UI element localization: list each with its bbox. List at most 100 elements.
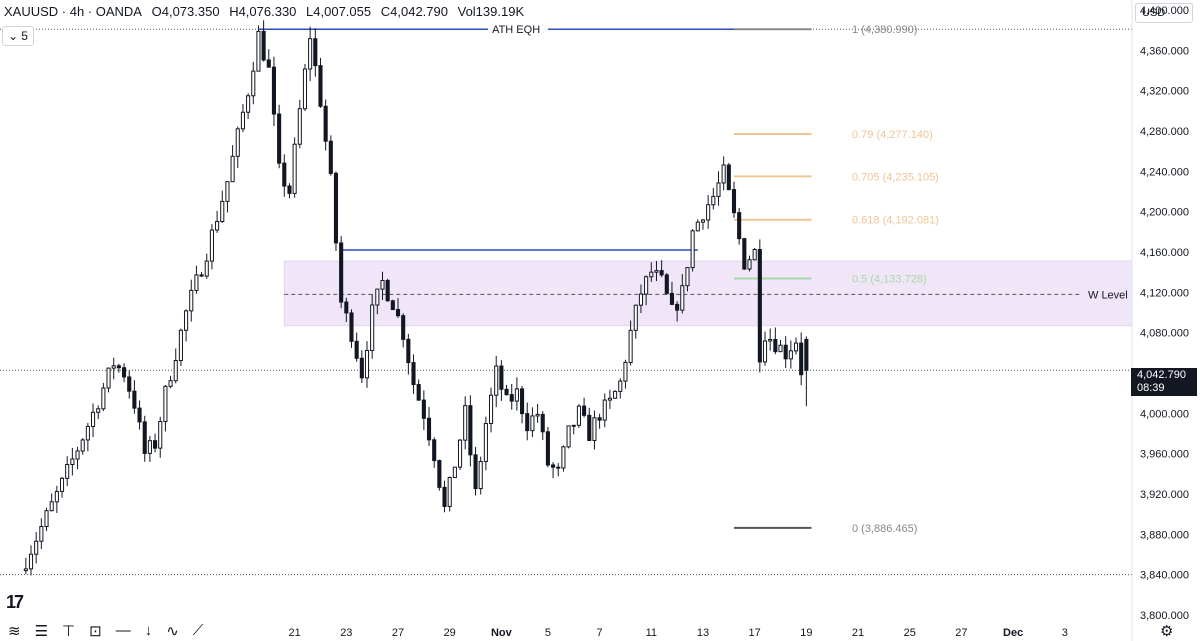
- candle-body: [576, 405, 581, 426]
- candle-body: [111, 365, 116, 369]
- candle-body: [473, 454, 478, 490]
- candle-body: [731, 189, 737, 214]
- candle-body: [726, 164, 731, 191]
- candle-body: [106, 367, 111, 389]
- time-tick-label: 13: [697, 627, 709, 639]
- candle-body: [421, 399, 426, 419]
- candle-body: [799, 342, 804, 376]
- fib-level-label: 1 (4,380.990): [852, 24, 917, 36]
- candle-body: [416, 384, 421, 401]
- candle-body: [194, 274, 199, 291]
- candle-body: [447, 476, 452, 507]
- candle-body: [147, 440, 152, 454]
- candle-body: [271, 66, 277, 115]
- arrow-marker-icon[interactable]: ↓: [144, 622, 153, 639]
- candle-body: [266, 59, 271, 68]
- candle-body: [44, 510, 49, 528]
- candle-body: [240, 111, 245, 130]
- candle-body: [28, 553, 34, 570]
- candle-body: [39, 526, 44, 542]
- countdown: 08:39: [1137, 382, 1165, 394]
- last-price-badge: 4,042.790 08:39: [1131, 368, 1197, 396]
- price-tick-label: 4,360.000: [1140, 45, 1189, 57]
- candle-body: [380, 279, 385, 290]
- brush-icon[interactable]: ∿: [166, 623, 179, 640]
- candle-body: [339, 242, 344, 303]
- candle-body: [716, 182, 721, 197]
- candle-body: [654, 270, 659, 273]
- pattern-icon[interactable]: ≋: [8, 623, 21, 640]
- time-tick-label: 29: [444, 627, 456, 639]
- candle-body: [618, 380, 623, 392]
- candle-body: [747, 259, 752, 270]
- candle-body: [664, 274, 669, 294]
- price-tick-label: 3,920.000: [1140, 489, 1189, 501]
- symbol-header: XAUUSD · 4h · OANDA O4,073.350 H4,076.33…: [4, 4, 530, 19]
- drawing-toolbar: ≋ ☰ ⊤ ⊡ — ↓ ∿ ⟋: [8, 622, 203, 640]
- candle-body: [788, 350, 793, 360]
- volume: Vol139.19K: [457, 4, 525, 19]
- currency-label: USD: [1142, 7, 1166, 19]
- candle-body: [137, 407, 142, 423]
- fib-icon[interactable]: ☰: [34, 623, 49, 640]
- candle-body: [499, 365, 504, 390]
- candle-body: [514, 388, 519, 402]
- candle-body: [364, 349, 370, 379]
- candle-body: [85, 425, 90, 441]
- candle-body: [178, 329, 183, 362]
- ohlc-close: C4,042.790: [380, 4, 448, 19]
- price-tick-label: 3,880.000: [1140, 529, 1189, 541]
- candle-body: [323, 105, 328, 142]
- candle-body: [804, 338, 809, 371]
- trend-line-icon[interactable]: ⟋: [192, 622, 204, 639]
- candle-body: [287, 185, 292, 194]
- candle-body: [375, 288, 380, 306]
- candle-body: [757, 249, 762, 363]
- candle-body: [65, 463, 70, 479]
- candle-body: [566, 425, 571, 448]
- candle-body: [313, 38, 318, 67]
- candle-body: [633, 304, 638, 331]
- candle-body: [96, 408, 101, 413]
- zone-layer: [283, 260, 1133, 327]
- candle-body: [49, 501, 54, 512]
- candle-body: [561, 446, 566, 469]
- candle-body: [318, 65, 323, 107]
- long-position-icon[interactable]: ⊡: [89, 623, 102, 640]
- currency-selector[interactable]: USD: [1135, 3, 1193, 23]
- candle-body: [328, 140, 333, 174]
- candle-body: [168, 380, 173, 387]
- candle-body: [354, 340, 359, 359]
- cross-line-icon[interactable]: ⊤: [62, 623, 76, 640]
- price-tick-label: 3,840.000: [1140, 570, 1189, 582]
- candle-body: [638, 293, 644, 306]
- candle-body: [308, 38, 313, 70]
- candle-body: [184, 310, 189, 331]
- tradingview-logo-icon[interactable]: 17: [6, 592, 24, 612]
- price-tick-label: 3,960.000: [1140, 449, 1189, 461]
- candle-body: [504, 388, 509, 396]
- symbol-title[interactable]: XAUUSD · 4h · OANDA: [4, 4, 142, 19]
- horizontal-line-icon[interactable]: —: [115, 622, 131, 639]
- gear-icon[interactable]: ⚙: [1160, 623, 1174, 640]
- candle-body: [752, 249, 757, 261]
- candle-body: [483, 423, 488, 462]
- time-tick-label: 7: [597, 627, 603, 639]
- candle-body: [649, 271, 654, 278]
- ath-eqh-label: ATH EQH: [492, 24, 540, 36]
- candle-body: [142, 421, 147, 454]
- fib-level-label: 0.618 (4,192.081): [852, 215, 939, 227]
- time-tick-label: 27: [955, 627, 967, 639]
- price-tick-label: 4,320.000: [1140, 86, 1189, 98]
- candle-body: [90, 411, 96, 427]
- candle-body: [675, 303, 680, 311]
- candle-body: [277, 113, 282, 164]
- candle-body: [669, 292, 675, 305]
- candle-body: [556, 466, 561, 469]
- candle-body: [158, 420, 163, 449]
- candle-body: [235, 128, 240, 157]
- interval-button[interactable]: ⌄ 5: [2, 26, 34, 46]
- time-tick-label: 3: [1062, 627, 1068, 639]
- candle-body: [432, 439, 437, 462]
